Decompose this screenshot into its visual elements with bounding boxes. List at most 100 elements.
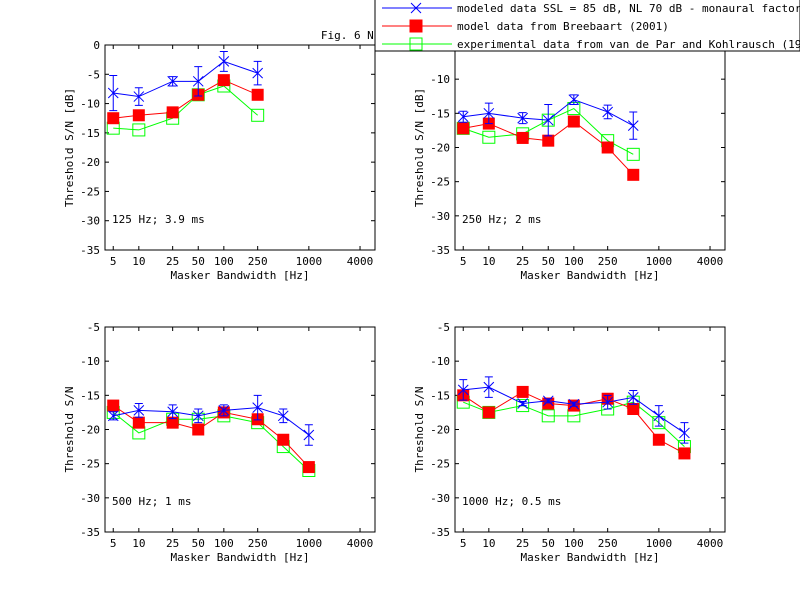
x-tick-label: 50 <box>192 537 205 550</box>
x-tick-label: 5 <box>460 537 467 550</box>
y-axis-label: Threshold S/N <box>63 386 76 472</box>
data-point-errorbar <box>653 405 665 427</box>
data-point <box>251 88 264 101</box>
x-tick-label: 25 <box>516 255 529 268</box>
data-point-errorbar <box>627 111 639 140</box>
annotation: 125 Hz; 3.9 ms <box>112 213 205 226</box>
data-point-errorbar <box>568 94 580 106</box>
x-tick-label: 1000 <box>296 537 323 550</box>
y-axis-label: Threshold S/N [dB] <box>413 88 426 207</box>
data-point <box>542 397 555 410</box>
legend-marker-square-icon <box>409 37 423 51</box>
y-tick-label: -15 <box>430 107 450 120</box>
data-point <box>107 399 120 412</box>
x-tick-label: 250 <box>248 255 268 268</box>
data-point-errorbar <box>218 404 230 417</box>
y-axis-label: Threshold S/N <box>413 386 426 472</box>
y-tick-label: -10 <box>80 98 100 111</box>
y-tick-label: -35 <box>430 244 450 257</box>
x-tick-label: 250 <box>598 537 618 550</box>
data-point <box>132 123 146 137</box>
data-point-errorbar <box>192 66 204 97</box>
data-point-errorbar <box>568 398 580 410</box>
series-line <box>113 407 310 436</box>
data-point-errorbar <box>192 408 204 424</box>
data-point-errorbar <box>218 50 230 72</box>
y-tick-label: -10 <box>430 355 450 368</box>
x-tick-label: 5 <box>110 255 117 268</box>
x-tick-label: 4000 <box>347 255 374 268</box>
annotation: 500 Hz; 1 ms <box>112 495 191 508</box>
x-tick-label: 100 <box>214 537 234 550</box>
y-tick-label: -25 <box>80 458 100 471</box>
data-point-errorbar <box>542 103 554 137</box>
subplot-3: 5 10 25 50 100 250 1000 4000 -5 -10 -15 -20 -25 -30 -3… <box>63 321 376 564</box>
data-point-errorbar <box>679 422 690 444</box>
data-point <box>627 168 640 181</box>
y-axis-label: Threshold S/N [dB] <box>63 88 76 207</box>
data-point <box>627 403 640 415</box>
legend-label: model data from Breebaart (2001) <box>457 20 669 33</box>
y-tick-label: -10 <box>430 73 450 86</box>
x-tick-label: 25 <box>166 255 179 268</box>
x-tick-label: 25 <box>516 537 529 550</box>
data-point-errorbar <box>167 404 179 420</box>
data-point-errorbar <box>252 60 264 86</box>
x-axis-label: Masker Bandwidth [Hz] <box>520 269 659 282</box>
data-point-errorbar <box>602 394 614 410</box>
y-tick-label: -15 <box>430 389 450 402</box>
data-point <box>516 131 529 144</box>
data-point-errorbar <box>303 424 315 446</box>
x-tick-label: 100 <box>564 255 584 268</box>
y-tick-label: -15 <box>80 127 100 140</box>
subplot-4: 5 10 25 50 100 250 1000 4000 -5 -10 -15 -20 -25 -30 -3… <box>413 321 726 564</box>
y-tick-label: -35 <box>80 244 100 257</box>
x-tick-label: 10 <box>132 255 145 268</box>
x-tick-label: 5 <box>110 537 117 550</box>
axes-box <box>104 44 376 251</box>
y-tick-label: -35 <box>80 526 100 539</box>
y-tick-label: -20 <box>430 424 450 437</box>
y-tick-label: -5 <box>437 321 450 334</box>
x-axis-label: Masker Bandwidth [Hz] <box>520 551 659 564</box>
data-point <box>678 447 691 460</box>
x-tick-label: 10 <box>482 537 495 550</box>
x-tick-label: 1000 <box>646 255 673 268</box>
data-point-errorbar <box>107 74 119 112</box>
data-point-errorbar <box>167 75 179 87</box>
data-point-errorbar <box>542 395 554 407</box>
data-point-errorbar <box>602 104 614 120</box>
data-point <box>277 433 290 446</box>
x-tick-label: 250 <box>248 537 268 550</box>
data-point <box>516 385 529 398</box>
y-tick-label: -5 <box>87 68 100 81</box>
data-point <box>541 409 555 423</box>
x-tick-label: 50 <box>542 255 555 268</box>
data-point <box>251 108 265 122</box>
data-point <box>542 134 555 147</box>
x-tick-label: 1000 <box>646 537 673 550</box>
series-line <box>463 401 685 447</box>
data-point <box>482 130 496 144</box>
data-point <box>166 106 179 119</box>
data-point-errorbar <box>483 102 495 125</box>
legend: modeled data SSL = 85 dB, NL 70 dB - mon… <box>374 0 800 52</box>
data-point <box>652 433 665 446</box>
annotation: 250 Hz; 2 ms <box>462 213 541 226</box>
data-point-errorbar <box>107 410 119 422</box>
annotation: 1000 Hz; 0.5 ms <box>462 495 561 508</box>
y-tick-label: -30 <box>80 492 100 505</box>
data-point <box>567 115 580 128</box>
x-tick-label: 10 <box>132 537 145 550</box>
y-tick-label: -25 <box>80 185 100 198</box>
y-tick-label: 0 <box>93 39 100 52</box>
x-tick-label: 4000 <box>347 537 374 550</box>
x-tick-label: 50 <box>192 255 205 268</box>
data-point <box>516 399 530 413</box>
legend-label: modeled data SSL = 85 dB, NL 70 dB - mon… <box>457 2 800 15</box>
data-point <box>482 406 495 419</box>
y-tick-label: -25 <box>430 458 450 471</box>
data-point-errorbar <box>133 87 145 106</box>
data-point <box>192 423 205 436</box>
